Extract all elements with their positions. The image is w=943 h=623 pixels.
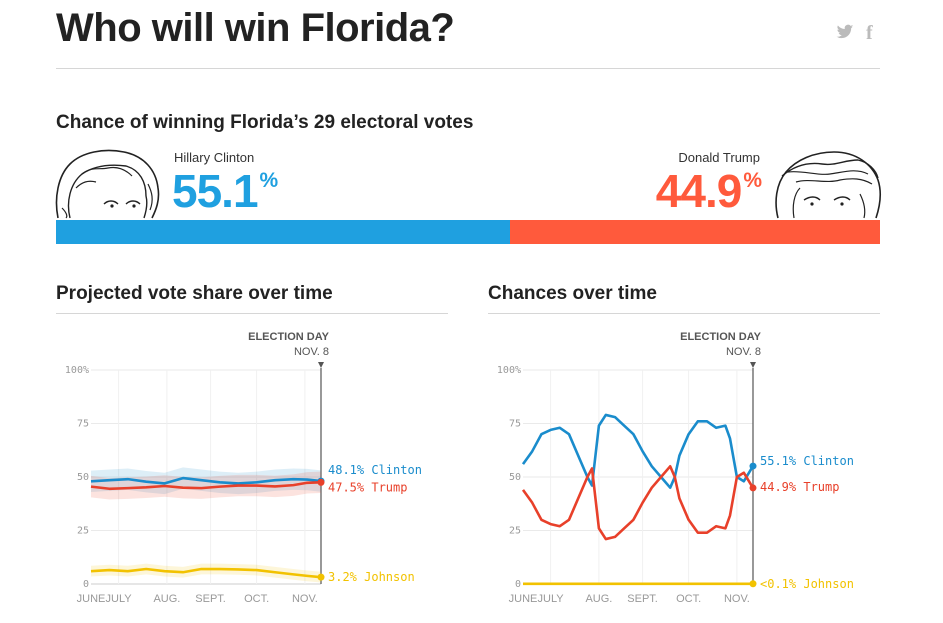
- chance-bar-clinton: [56, 220, 511, 244]
- x-tick-label: OCT.: [676, 593, 701, 605]
- chances-heading: Chances over time: [488, 283, 657, 304]
- uncertainty-band-trump: [91, 471, 321, 500]
- y-tick-label: 75: [77, 419, 89, 430]
- series-end-label-clinton: 48.1% Clinton: [328, 463, 422, 477]
- facebook-icon[interactable]: f: [866, 22, 873, 44]
- trump-chance-unit: %: [743, 169, 762, 192]
- election-day-label: ELECTION DAY: [680, 331, 762, 343]
- trump-portrait: [775, 151, 881, 219]
- vote-share-heading: Projected vote share over time: [56, 283, 333, 304]
- chance-bar-trump: [510, 220, 880, 244]
- y-tick-label: 50: [77, 472, 89, 483]
- series-line-trump: [90, 481, 322, 491]
- chances-divider: [488, 313, 880, 314]
- election-day-arrow: [318, 362, 324, 368]
- series-endpoint-trump: [749, 484, 757, 492]
- x-tick-label: JULY: [538, 593, 565, 605]
- election-day-label: ELECTION DAY: [248, 331, 330, 343]
- clinton-name: Hillary Clinton: [174, 150, 255, 165]
- twitter-icon[interactable]: [836, 24, 854, 45]
- trump-chance-value: 44.9: [655, 165, 743, 217]
- header-divider: [56, 68, 880, 69]
- y-tick-label: 100%: [65, 365, 89, 376]
- series-line-johnson: [90, 567, 322, 579]
- x-tick-label: JULY: [106, 593, 133, 605]
- election-day-date: NOV. 8: [726, 346, 761, 358]
- x-tick-label: JUNE: [77, 593, 106, 605]
- series-end-label-trump: 44.9% Trump: [760, 480, 839, 494]
- x-tick-label: SEPT.: [195, 593, 226, 605]
- clinton-portrait: [55, 149, 160, 219]
- series-endpoint-trump: [317, 478, 325, 486]
- series-line-clinton: [521, 413, 755, 489]
- x-tick-label: SEPT.: [627, 593, 658, 605]
- y-tick-label: 25: [509, 526, 521, 537]
- series-endpoint-johnson: [317, 573, 325, 581]
- series-end-label-trump: 47.5% Trump: [328, 480, 407, 494]
- summary-heading: Chance of winning Florida’s 29 electoral…: [56, 112, 474, 133]
- y-tick-label: 75: [509, 419, 521, 430]
- y-tick-label: 100%: [497, 365, 521, 376]
- vote-share-divider: [56, 313, 448, 314]
- trump-name: Donald Trump: [678, 150, 760, 165]
- y-tick-label: 25: [77, 526, 89, 537]
- series-line-trump: [521, 465, 755, 541]
- vote-share-chart[interactable]: 0 25 50 75 100% JUNE JULY AUG. SEPT. OCT. NOV. ELEC…: [56, 320, 448, 615]
- election-day-arrow: [750, 362, 756, 368]
- clinton-chance: 55.1%: [172, 165, 279, 217]
- x-tick-label: JUNE: [509, 593, 538, 605]
- clinton-chance-unit: %: [259, 169, 279, 192]
- twitter-icon-glyph: [836, 24, 854, 39]
- chances-chart[interactable]: 0 25 50 75 100% JUNE JULY AUG. SEPT. OCT. NOV. ELEC…: [488, 320, 880, 615]
- chance-bar: [56, 220, 880, 244]
- y-tick-label: 0: [83, 579, 89, 590]
- series-line-clinton: [90, 476, 322, 485]
- series-end-label-johnson: 3.2% Johnson: [328, 570, 415, 584]
- x-tick-label: NOV.: [724, 593, 750, 605]
- x-tick-label: OCT.: [244, 593, 269, 605]
- series-endpoint-clinton: [749, 462, 757, 470]
- clinton-chance-value: 55.1: [172, 165, 259, 217]
- election-day-date: NOV. 8: [294, 346, 329, 358]
- y-tick-label: 0: [515, 579, 521, 590]
- y-tick-label: 50: [509, 472, 521, 483]
- series-end-label-johnson: <0.1% Johnson: [760, 577, 854, 591]
- trump-chance: 44.9%: [655, 165, 762, 217]
- x-tick-label: AUG.: [153, 593, 180, 605]
- x-tick-label: AUG.: [585, 593, 612, 605]
- x-tick-label: NOV.: [292, 593, 318, 605]
- series-endpoint-johnson: [749, 580, 757, 588]
- page-title: Who will win Florida?: [56, 6, 455, 50]
- series-end-label-clinton: 55.1% Clinton: [760, 454, 854, 468]
